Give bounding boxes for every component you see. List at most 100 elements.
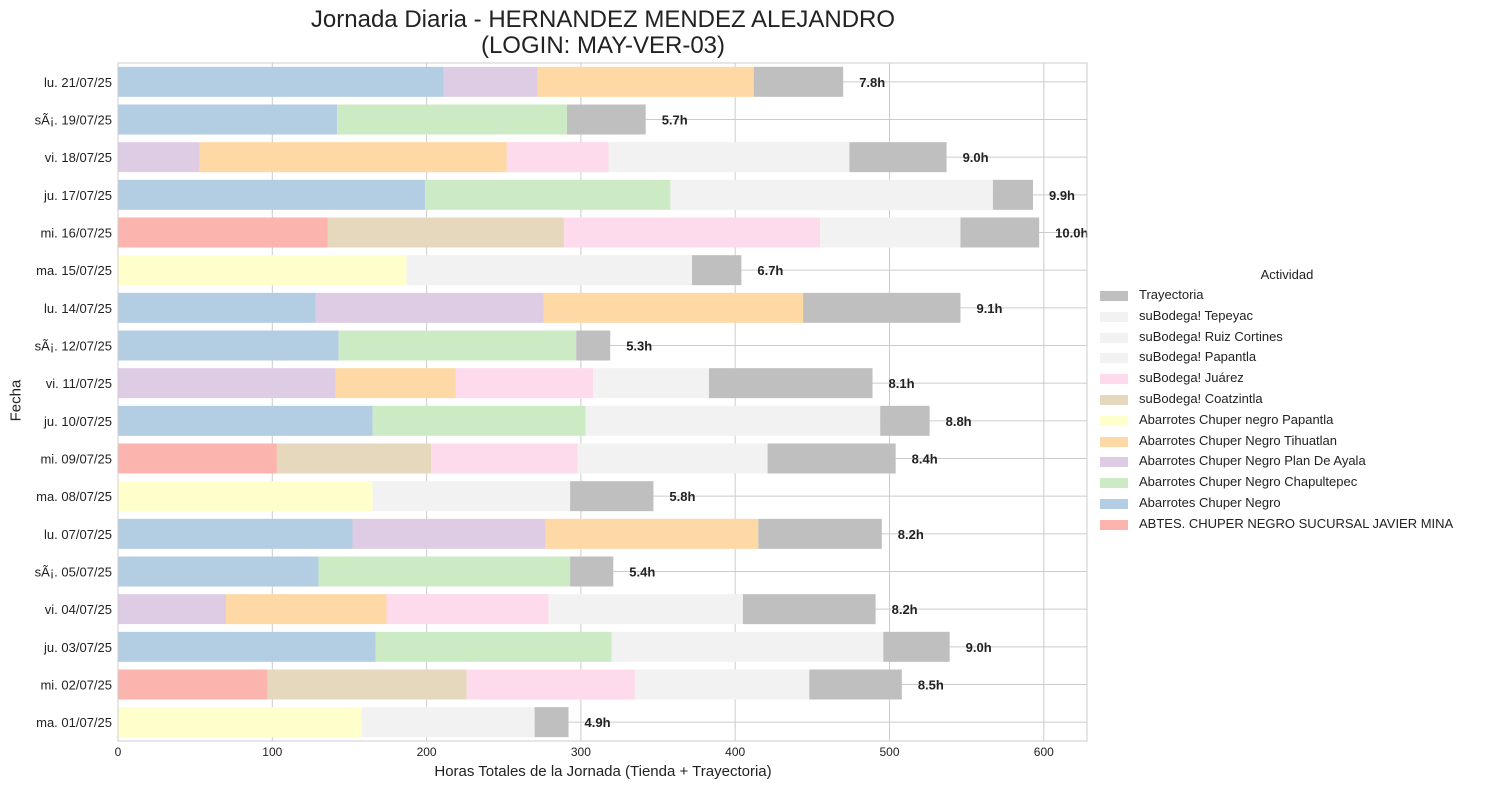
bar-segment [337,104,568,135]
legend-swatch [1100,374,1128,385]
y-tick-label: ma. 08/07/25 [36,489,112,504]
bar-segment [443,66,538,97]
bar-segment [118,443,277,474]
legend-label: Abarrotes Chuper Negro Chapultepec [1139,474,1358,490]
x-tick-label: 200 [417,745,437,759]
bar-segment [992,179,1033,210]
bar-segment [593,368,709,399]
bar-segment [267,669,467,700]
bar-total-label: 7.8h [859,75,885,90]
bar-segment [611,631,884,662]
y-tick-label: mi. 16/07/25 [40,226,112,241]
bar-segment [691,255,742,286]
bar-segment [758,518,882,549]
legend-swatch [1100,499,1128,509]
bar-total-label: 5.3h [626,339,652,354]
bar-segment [372,405,586,436]
chart-subtitle: (LOGIN: MAY-VER-03) [480,32,726,59]
legend-label: suBodega! Papantla [1139,349,1257,365]
legend-swatch [1100,436,1128,447]
y-tick-label: sÃ¡. 05/07/25 [35,565,112,580]
bar-total-label: 9.9h [1049,188,1075,203]
bar-segment [883,631,950,662]
bar-segment [803,292,961,323]
bar-segment [386,594,549,625]
plot-area [118,63,1087,741]
bar-total-label: 8.2h [892,602,918,617]
bar-segment [570,556,614,587]
bar-total-label: 8.5h [918,678,944,693]
bar-segment [455,368,594,399]
bar-total-label: 9.1h [976,301,1002,316]
bar-segment [118,405,373,436]
x-tick-label: 400 [725,745,745,759]
y-tick-label: ma. 15/07/25 [36,263,112,278]
bar-segment [118,518,353,549]
bar-segment [670,179,993,210]
bar-total-label: 5.7h [662,113,688,128]
legend-label: Abarrotes Chuper Negro [1139,495,1281,510]
plot-frame [117,62,1088,742]
y-tick-label: mi. 09/07/25 [40,452,112,467]
bar-segment [372,481,571,512]
bar-segment [753,66,844,97]
bar-segment [335,368,456,399]
bar-segment [118,594,227,625]
bar-total-label: 6.7h [757,263,783,278]
legend-label: suBodega! Juárez [1139,370,1244,386]
bar-segment [634,669,810,700]
legend-swatch [1100,415,1128,426]
y-tick-label: sÃ¡. 19/07/25 [35,113,112,128]
bar-segment [585,405,881,436]
bar-segment [708,368,873,399]
bar-segment [118,104,338,135]
bar-segment [820,217,961,248]
bar-segment [545,518,759,549]
legend-swatch [1100,395,1128,405]
bar-segment [425,179,671,210]
bar-segment [118,707,362,738]
bar-segment [960,217,1040,248]
bar-segment [406,255,692,286]
y-axis-label: Fecha [7,379,25,422]
bar-segment [742,594,876,625]
bar-segment [466,669,635,700]
bar-segment [567,104,646,135]
bar-segment [118,330,339,361]
chart-title: Jornada Diaria - HERNANDEZ MENDEZ ALEJAN… [310,6,896,33]
bar-segment [118,255,407,286]
bar-segment [315,292,544,323]
bar-segment [226,594,387,625]
legend-label: Abarrotes Chuper Negro Plan De Ayala [1139,453,1366,469]
bar-segment [576,330,611,361]
bar-segment [548,594,743,625]
x-tick-label: 500 [879,745,899,759]
bar-segment [199,142,507,173]
legend-title: Actividad [1260,267,1314,282]
legend-label: Abarrotes Chuper negro Papantla [1139,411,1334,427]
bar-segment [570,481,654,512]
legend-swatch [1100,478,1128,489]
bar-segment [563,217,821,248]
bar-segment [543,292,804,323]
legend-label: ABTES. CHUPER NEGRO SUCURSAL JAVIER MINA [1139,515,1454,531]
bar-segment [118,556,319,587]
bar-segment [118,179,426,210]
legend-swatch [1100,332,1128,343]
bar-segment [118,142,200,173]
bar-segment [118,669,268,700]
y-tick-label: lu. 14/07/25 [44,301,112,316]
bar-segment [327,217,564,248]
x-axis-label: Horas Totales de la Jornada (Tienda + Tr… [434,763,772,780]
x-tick-label: 0 [115,745,122,759]
bar-segment [537,66,754,97]
bar-segment [118,292,316,323]
bar-segment [767,443,896,474]
bar-total-label: 9.0h [966,640,992,655]
bar-segment [849,142,947,173]
x-tick-label: 300 [571,745,591,759]
y-tick-label: mi. 02/07/25 [40,678,112,693]
bar-segment [118,631,376,662]
bar-segment [809,669,902,700]
